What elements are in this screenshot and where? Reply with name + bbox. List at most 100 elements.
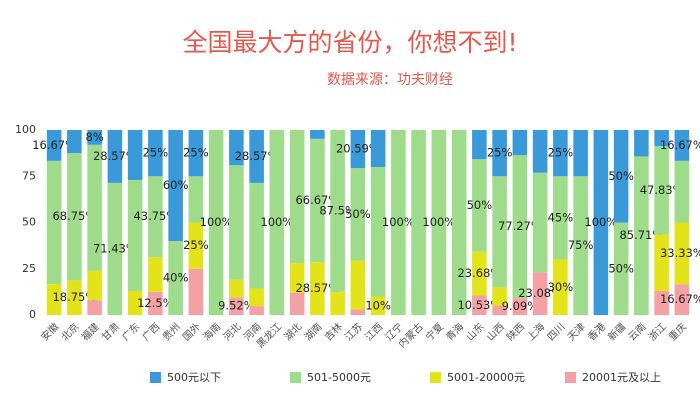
x-tick-label: 青海 [443, 320, 466, 343]
y-tick-label: 25 [22, 262, 36, 275]
x-tick-label: 陕西 [504, 320, 527, 343]
bar-segment [67, 130, 82, 154]
bar-segment [249, 306, 264, 315]
bar-segment [492, 130, 507, 177]
data-label: 50% [608, 261, 634, 275]
x-tick-label: 新疆 [605, 320, 628, 343]
bar-segment [229, 279, 244, 298]
bar-segment [492, 305, 507, 315]
bar-segment [451, 130, 467, 315]
x-tick-label: 上海 [524, 320, 547, 343]
data-label: 75% [568, 238, 594, 252]
data-label: 9.52% [218, 299, 255, 313]
x-tick-label: 甘肃 [99, 320, 122, 343]
chart-title: 全国最大方的省份，你想不到! [182, 28, 517, 57]
bar-segment [148, 130, 163, 177]
bar-segment [107, 130, 123, 183]
legend-swatch [430, 372, 441, 383]
data-label: 23.08% [518, 286, 562, 300]
x-tick-label: 广西 [140, 321, 163, 344]
data-label: 50% [467, 198, 493, 212]
x-tick-label: 吉林 [322, 320, 345, 343]
bar-segment [87, 144, 102, 271]
bar-segment [310, 130, 325, 139]
bar-segment [553, 259, 568, 315]
bar-segment [553, 130, 568, 177]
data-label: 85.71% [619, 228, 663, 242]
data-label: 40% [163, 271, 189, 285]
data-label: 16.67% [660, 292, 700, 306]
bar-segment [370, 167, 386, 297]
bar-segment [269, 130, 285, 315]
bar-segment [613, 222, 629, 315]
data-label: 25% [183, 146, 209, 160]
bar-segment [46, 160, 62, 285]
y-tick-label: 0 [29, 308, 36, 321]
data-label: 43.75% [133, 209, 177, 223]
bar-segment [127, 290, 143, 315]
bar-segment [350, 130, 366, 169]
bar-segment [107, 182, 123, 315]
data-label: 45% [548, 210, 574, 224]
legend-swatch [150, 372, 161, 383]
bar-segment [654, 290, 669, 315]
bar-segment [634, 156, 649, 315]
bar-segment [613, 130, 629, 223]
data-label: 25% [487, 146, 513, 160]
y-tick-label: 75 [22, 169, 36, 182]
y-tick-label: 100 [15, 123, 36, 136]
bar-segment [168, 130, 183, 241]
x-tick-label: 香港 [585, 321, 608, 344]
bar-segment [492, 287, 507, 306]
data-label: 23.68% [457, 266, 501, 280]
bar-segment [370, 130, 386, 167]
x-tick-label: 湖北 [282, 321, 305, 344]
data-label: 12.5% [137, 296, 174, 310]
bar-segment [573, 130, 588, 177]
bar-segment [148, 176, 163, 258]
bar-segment [654, 146, 669, 235]
data-label: 68.75% [52, 209, 96, 223]
bar-segment [229, 165, 244, 280]
data-label: 50% [608, 169, 634, 183]
bar-segment [553, 176, 568, 260]
data-label: 28.57% [235, 149, 279, 163]
legend-label: 500元以下 [167, 371, 221, 384]
x-tick-label: 浙江 [646, 321, 669, 344]
data-label: 100% [260, 215, 293, 229]
bar-segment [634, 130, 649, 157]
data-label: 100% [382, 215, 415, 229]
bar-segment [188, 130, 204, 177]
bar-segment [330, 291, 345, 315]
x-tick-label: 福建 [79, 320, 102, 343]
bar-segment [310, 262, 325, 315]
x-tick-label: 重庆 [666, 320, 689, 343]
legend-swatch [290, 372, 301, 383]
y-tick-label: 50 [22, 216, 36, 229]
bar-segment [330, 130, 345, 292]
bar-segment [87, 300, 102, 315]
bar-segment [674, 130, 690, 161]
bar-segment [391, 130, 406, 315]
bar-segment [411, 130, 426, 315]
x-tick-label: 天津 [565, 321, 588, 344]
bar-segment [168, 241, 183, 315]
bar-segment [350, 168, 366, 261]
bar-segment [87, 130, 102, 145]
legend-label: 501-5000元 [307, 371, 371, 384]
data-label: 60% [163, 178, 189, 192]
legend-swatch [565, 372, 576, 383]
bar-segment [674, 160, 690, 223]
data-label: 100% [584, 215, 617, 229]
data-label: 71.43% [93, 241, 137, 255]
data-label: 10.53% [457, 298, 501, 312]
bar-segment [492, 176, 507, 288]
bar-segment [188, 176, 204, 223]
data-label: 25% [143, 146, 169, 160]
bar-segment [674, 284, 690, 315]
data-label: 66.67% [295, 193, 339, 207]
bar-segment [654, 234, 669, 291]
bar-segment [249, 182, 264, 289]
bar-segment [573, 176, 588, 315]
data-label: 28.57% [295, 281, 339, 295]
